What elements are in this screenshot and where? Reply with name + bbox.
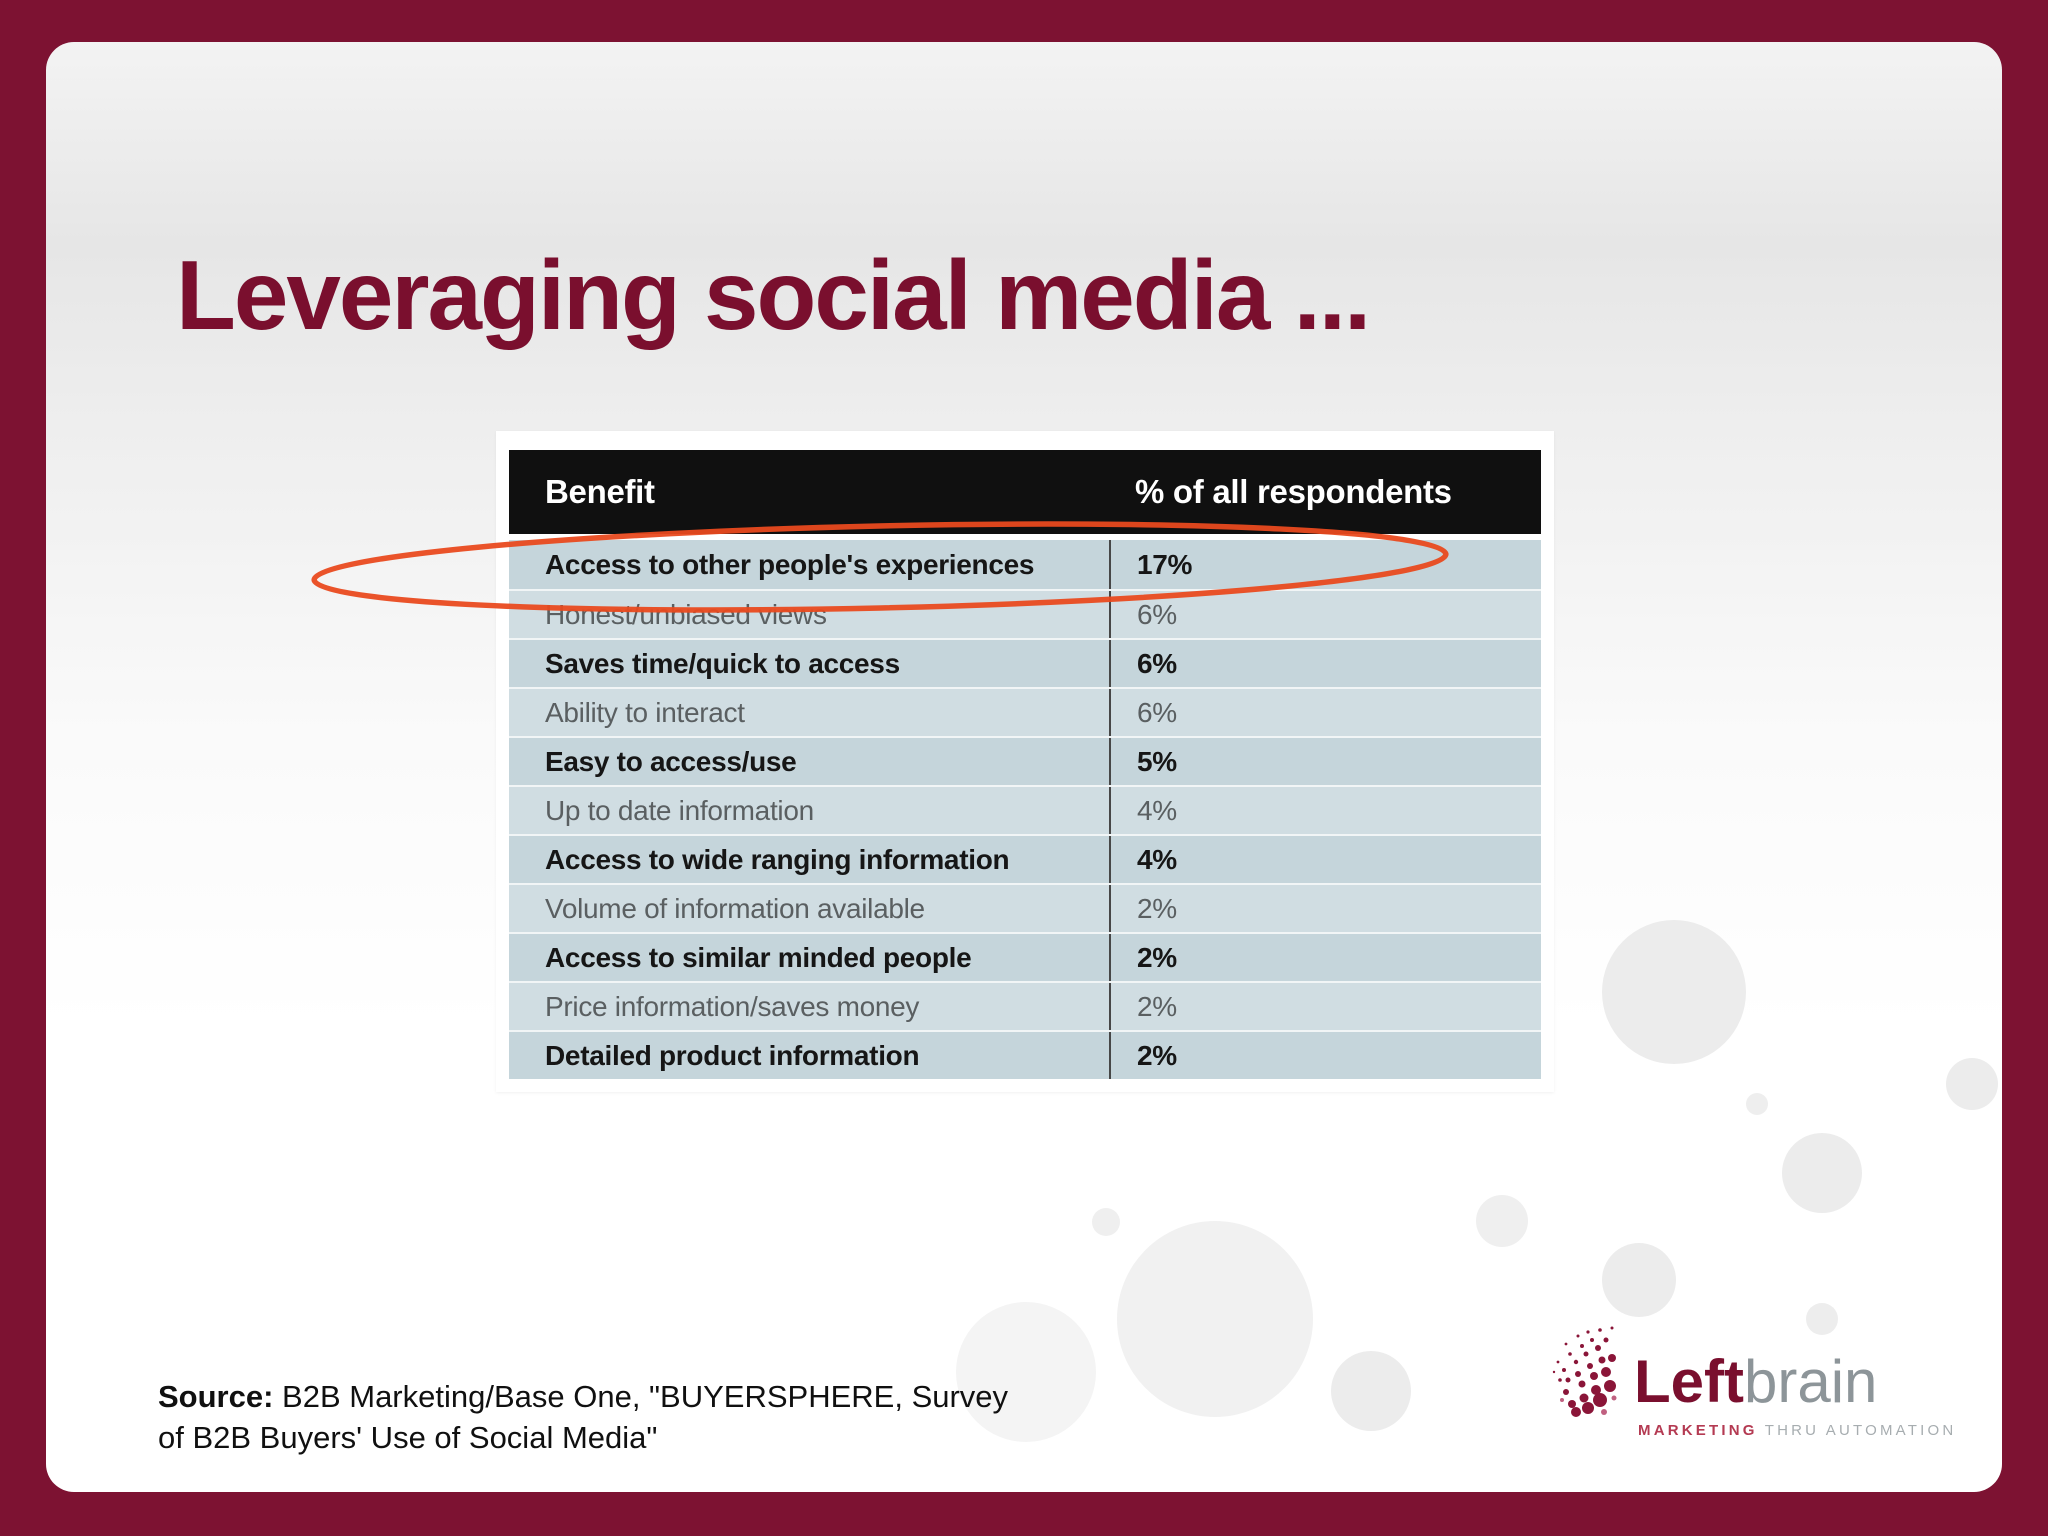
logo-text-left: Left <box>1634 1348 1744 1415</box>
benefit-cell: Access to other people's experiences <box>545 548 1035 580</box>
table-row: Access to other people's experiences 17% <box>509 540 1541 589</box>
percent-cell: 2% <box>1109 983 1541 1030</box>
percent-cell: 4% <box>1109 836 1541 883</box>
column-header-benefit: Benefit <box>545 473 655 510</box>
percent-cell: 4% <box>1109 787 1541 834</box>
table-header-row: Benefit % of all respondents <box>509 450 1541 534</box>
table-row: Ability to interact 6% <box>509 687 1541 736</box>
percent-cell: 6% <box>1109 591 1541 638</box>
benefit-cell: Volume of information available <box>545 892 925 924</box>
benefit-cell: Up to date information <box>545 794 814 826</box>
table-row: Easy to access/use 5% <box>509 736 1541 785</box>
table-row: Honest/unbiased views 6% <box>509 589 1541 638</box>
tagline-thru-automation: THRU AUTOMATION <box>1764 1422 1957 1439</box>
table-row: Access to wide ranging information 4% <box>509 834 1541 883</box>
benefit-cell: Easy to access/use <box>545 745 797 777</box>
percent-cell: 2% <box>1109 1032 1541 1079</box>
slide: Leveraging social media ... Benefit % of… <box>46 42 2002 1492</box>
benefits-table: Benefit % of all respondents Access to o… <box>496 431 1554 1092</box>
table-row: Volume of information available 2% <box>509 883 1541 932</box>
percent-cell: 6% <box>1109 689 1541 736</box>
benefit-cell: Price information/saves money <box>545 990 920 1022</box>
percent-cell: 2% <box>1109 885 1541 932</box>
benefit-cell: Access to wide ranging information <box>545 843 1010 875</box>
benefit-cell: Access to similar minded people <box>545 941 972 973</box>
source-line-2: of B2B Buyers' Use of Social Media" <box>158 1419 658 1455</box>
logo-wordmark: Leftbrain <box>1634 1352 1877 1412</box>
logo-text-brain: brain <box>1743 1348 1878 1415</box>
percent-cell: 2% <box>1109 934 1541 981</box>
tagline-marketing: MARKETING <box>1638 1422 1758 1439</box>
table-body: Access to other people's experiences 17%… <box>509 540 1541 1079</box>
source-label: Source: <box>158 1379 274 1414</box>
slide-title: Leveraging social media ... <box>176 239 1371 350</box>
table-row: Saves time/quick to access 6% <box>509 638 1541 687</box>
percent-cell: 17% <box>1109 540 1541 589</box>
leftbrain-logo: Leftbrain MARKETING THRU AUTOMATION <box>1542 1304 1962 1454</box>
table-row: Price information/saves money 2% <box>509 981 1541 1030</box>
column-header-percent: % of all respondents <box>1135 473 1452 510</box>
source-note: Source: B2B Marketing/Base One, "BUYERSP… <box>158 1377 1008 1459</box>
logo-tagline: MARKETING THRU AUTOMATION <box>1638 1422 1956 1439</box>
benefit-cell: Saves time/quick to access <box>545 647 900 679</box>
percent-cell: 5% <box>1109 738 1541 785</box>
table-row: Up to date information 4% <box>509 785 1541 834</box>
percent-cell: 6% <box>1109 640 1541 687</box>
table-row: Detailed product information 2% <box>509 1030 1541 1079</box>
source-line-1: Source: B2B Marketing/Base One, "BUYERSP… <box>158 1379 1009 1414</box>
benefit-cell: Detailed product information <box>545 1039 920 1071</box>
logo-dots-icon <box>1552 1326 1617 1417</box>
table-row: Access to similar minded people 2% <box>509 932 1541 981</box>
benefit-cell: Honest/unbiased views <box>545 598 827 630</box>
benefit-cell: Ability to interact <box>545 696 745 728</box>
